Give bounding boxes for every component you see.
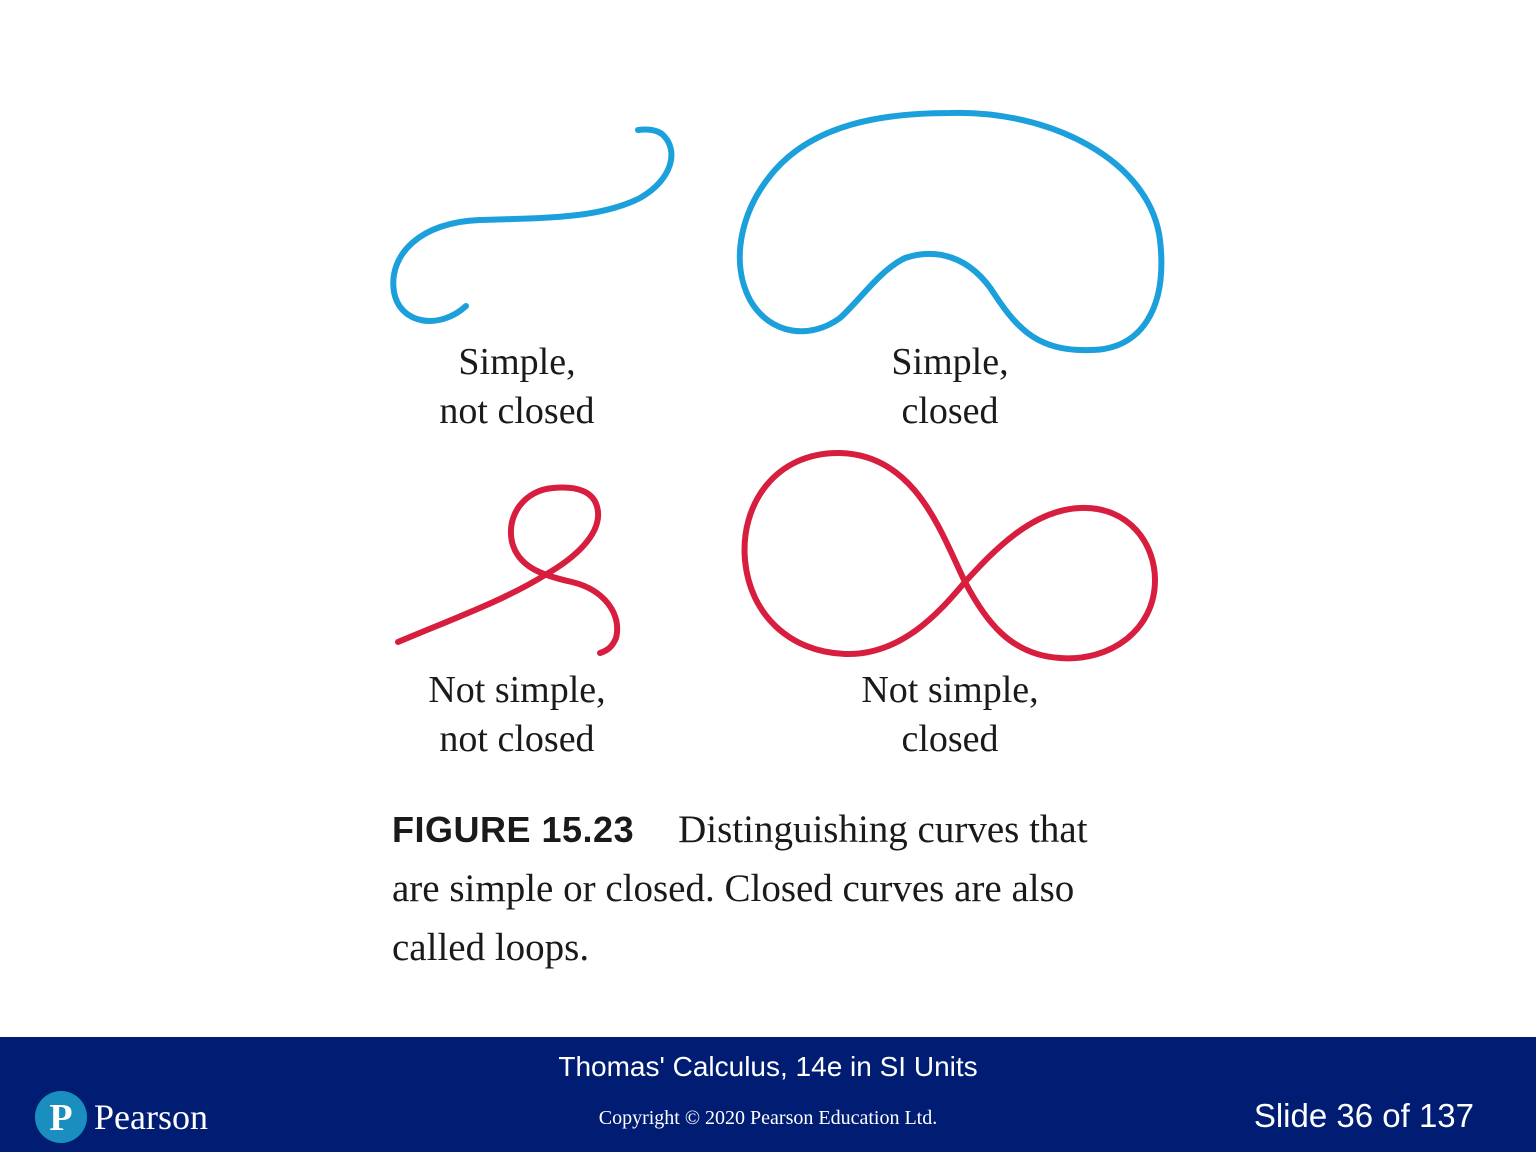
panel-label-line1: Not simple, (428, 669, 605, 711)
panel-simple-not-closed: Simple, not closed (390, 126, 675, 432)
caption-text: Distinguishing curves that are simple or… (392, 808, 1088, 969)
book-title: Thomas' Calculus, 14e in SI Units (558, 1051, 978, 1082)
figure-number: FIGURE 15.23 (392, 809, 635, 850)
slide-number: Slide 36 of 137 (1253, 1097, 1474, 1134)
slide-footer: Thomas' Calculus, 14e in SI Units Copyri… (0, 1037, 1536, 1152)
panel-label-line2: not closed (439, 718, 594, 760)
pearson-brand: P Pearson (34, 1090, 208, 1144)
panel-label-line1: Not simple, (861, 669, 1038, 711)
curves-figure: Simple, not closed Simple, closed Not si… (390, 109, 1165, 760)
figure-caption: FIGURE 15.23 Distinguishing curves that a… (392, 800, 1132, 977)
brand-name: Pearson (94, 1097, 208, 1137)
panel-simple-closed: Simple, closed (736, 109, 1165, 432)
pearson-logo-icon: P (35, 1091, 87, 1143)
panel-label-line1: Simple, (891, 341, 1008, 383)
simple-not-closed-curve (390, 126, 675, 324)
panel-label-line2: closed (901, 718, 998, 760)
panel-label-line2: not closed (439, 390, 594, 432)
panel-label-line1: Simple, (458, 341, 575, 383)
copyright-notice: Copyright © 2020 Pearson Education Ltd. (598, 1107, 938, 1129)
svg-text:P: P (49, 1097, 72, 1139)
panel-not-simple-not-closed: Not simple, not closed (395, 484, 621, 760)
panel-not-simple-closed: Not simple, closed (741, 449, 1158, 760)
panel-label-line2: closed (901, 390, 998, 432)
not-simple-not-closed-curve (395, 484, 621, 656)
not-simple-closed-curve (741, 449, 1158, 662)
simple-closed-curve (736, 109, 1165, 354)
